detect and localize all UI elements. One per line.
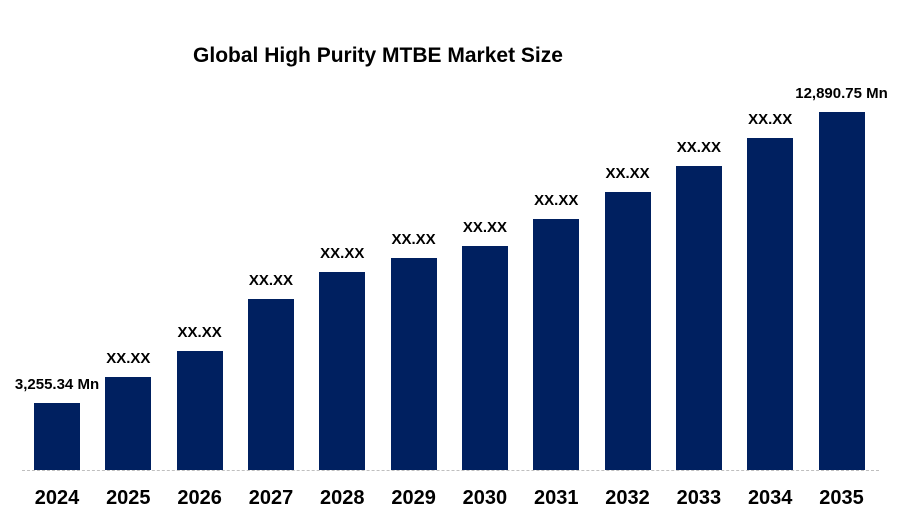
bar-2032: [604, 192, 651, 470]
x-tick-2030: 2030: [462, 487, 508, 509]
bar-2029: [390, 258, 437, 470]
x-axis-line: [22, 470, 879, 471]
value-label-2026: XX.XX: [177, 324, 222, 341]
chart-title: Global High Purity MTBE Market Size: [193, 44, 563, 67]
bar-2025: [105, 377, 152, 470]
x-tick-2032: 2032: [605, 487, 650, 509]
bar-2028: [319, 272, 366, 470]
x-tick-2035: 2035: [819, 487, 864, 509]
bar-2024: [34, 403, 80, 470]
value-label-2032: XX.XX: [605, 165, 650, 182]
bar-2034: [747, 138, 794, 470]
value-label-2030: XX.XX: [462, 219, 507, 236]
x-tick-2027: 2027: [248, 487, 294, 509]
value-label-2035: 12,890.75 Mn: [795, 85, 888, 102]
x-tick-2029: 2029: [391, 487, 436, 509]
bar-2033: [675, 166, 722, 470]
value-label-2028: XX.XX: [320, 245, 365, 262]
x-tick-2026: 2026: [177, 487, 222, 509]
x-tick-2033: 2033: [676, 487, 722, 509]
bar-2035: [818, 112, 865, 470]
value-label-2034: XX.XX: [748, 111, 793, 128]
value-label-2024: 3,255.34 Mn: [14, 376, 100, 393]
x-tick-2025: 2025: [106, 487, 151, 509]
value-label-2025: XX.XX: [106, 350, 151, 367]
x-tick-2031: 2031: [533, 487, 579, 509]
x-tick-2034: 2034: [747, 487, 793, 509]
bar-2027: [247, 299, 294, 470]
value-label-2033: XX.XX: [676, 139, 721, 156]
x-tick-2028: 2028: [320, 487, 365, 509]
bar-2031: [533, 219, 580, 470]
value-label-2031: XX.XX: [534, 192, 579, 209]
bar-2030: [461, 246, 508, 470]
value-label-2027: XX.XX: [248, 272, 294, 289]
value-label-2029: XX.XX: [391, 231, 436, 248]
bar-2026: [176, 351, 223, 470]
x-tick-2024: 2024: [34, 487, 80, 509]
